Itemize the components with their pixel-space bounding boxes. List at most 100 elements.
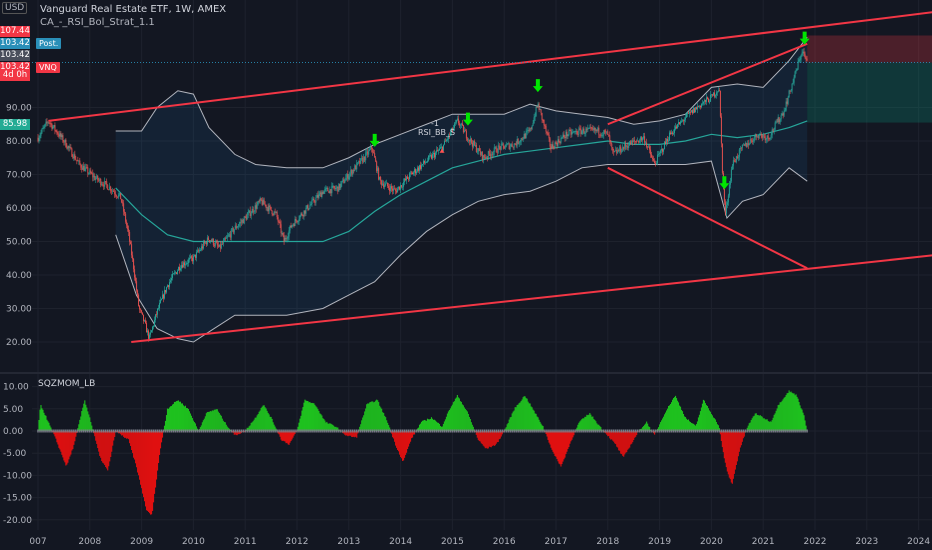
- candle-body: [459, 124, 461, 126]
- squeeze-dot: [278, 429, 280, 433]
- x-axis-tick-label: 2012: [286, 537, 309, 547]
- momentum-bar: [752, 416, 754, 431]
- momentum-bar: [88, 414, 90, 431]
- candle-body: [582, 128, 584, 132]
- momentum-bar: [321, 415, 323, 431]
- candle-body: [738, 149, 740, 157]
- momentum-bar: [753, 415, 755, 431]
- momentum-bar: [252, 421, 254, 431]
- squeeze-dot: [292, 429, 294, 433]
- candle-body: [275, 211, 277, 213]
- candle-body: [498, 145, 500, 147]
- candle-body: [228, 234, 230, 236]
- momentum-bar: [139, 431, 141, 480]
- momentum-bar: [268, 414, 270, 431]
- squeeze-dot: [244, 429, 246, 433]
- candle-body: [196, 250, 198, 253]
- squeeze-dot: [310, 429, 312, 433]
- candle-body: [556, 143, 558, 146]
- candle-body: [115, 193, 117, 196]
- squeeze-dot: [415, 429, 418, 433]
- candle-body: [703, 99, 705, 102]
- momentum-bar: [785, 395, 787, 431]
- momentum-bar: [481, 431, 483, 445]
- candle-body: [690, 111, 691, 113]
- momentum-bar: [400, 431, 402, 458]
- squeeze-dot: [513, 429, 515, 433]
- candle-body: [116, 195, 118, 197]
- squeeze-dot: [519, 429, 521, 433]
- momentum-bar: [331, 424, 333, 431]
- squeeze-dot: [790, 429, 792, 433]
- squeeze-dot: [517, 429, 519, 433]
- candle-body: [696, 107, 697, 110]
- squeeze-dot: [232, 429, 235, 433]
- momentum-bar: [724, 431, 726, 463]
- candle-body: [68, 146, 70, 148]
- momentum-bar: [568, 431, 570, 448]
- squeeze-dot: [529, 429, 531, 433]
- candle-body: [219, 244, 221, 249]
- candle-body: [727, 195, 729, 203]
- candle-body: [621, 151, 623, 153]
- momentum-bar: [471, 424, 473, 431]
- candle-body: [394, 188, 396, 190]
- candle-body: [86, 167, 88, 168]
- squeeze-dot: [200, 429, 203, 433]
- squeeze-dot: [83, 429, 85, 433]
- candle-body: [129, 231, 131, 242]
- candle-body: [662, 148, 664, 152]
- momentum-bar: [596, 423, 598, 431]
- momentum-bar: [569, 431, 571, 444]
- momentum-bar: [344, 431, 346, 435]
- candle-body: [752, 140, 754, 142]
- candle-body: [320, 192, 322, 197]
- momentum-bar: [607, 431, 609, 437]
- candle-body: [706, 97, 708, 99]
- momentum-bar: [677, 402, 680, 431]
- candle-body: [770, 135, 772, 138]
- candle-body: [484, 157, 486, 159]
- squeeze-dot: [276, 429, 278, 433]
- momentum-bar: [250, 422, 252, 431]
- candle-body: [626, 146, 628, 148]
- candle-body: [524, 133, 526, 139]
- momentum-bar: [41, 408, 43, 431]
- candle-body: [469, 138, 471, 142]
- candle-body: [375, 157, 377, 162]
- momentum-bar: [554, 431, 556, 457]
- candle-body: [172, 273, 173, 279]
- squeeze-dot: [377, 429, 380, 433]
- candle-body: [428, 155, 429, 161]
- momentum-bar: [799, 405, 801, 431]
- candle-body: [587, 128, 589, 130]
- candle-body: [517, 138, 519, 144]
- momentum-bar: [106, 431, 108, 469]
- squeeze-dot: [405, 429, 408, 433]
- candle-body: [487, 151, 489, 158]
- candle-body: [297, 221, 299, 223]
- candle-body: [332, 185, 334, 187]
- momentum-bar: [804, 420, 806, 431]
- candle-body: [539, 109, 541, 111]
- squeeze-dot: [280, 429, 282, 433]
- candle-body: [443, 140, 445, 145]
- candle-body: [417, 167, 418, 172]
- momentum-bar: [214, 409, 216, 431]
- momentum-bar: [754, 413, 756, 431]
- currency-label[interactable]: USD: [2, 2, 28, 14]
- candle-body: [589, 127, 591, 129]
- momentum-bar: [104, 431, 106, 466]
- squeeze-dot: [650, 429, 653, 433]
- candle-body: [108, 189, 110, 191]
- candle-body: [648, 146, 650, 148]
- squeeze-dot: [804, 429, 806, 433]
- squeeze-dot: [774, 429, 776, 433]
- momentum-bar: [628, 431, 630, 449]
- squeeze-dot: [760, 429, 763, 433]
- squeeze-dot: [104, 429, 107, 433]
- momentum-bar: [626, 431, 628, 453]
- momentum-bar: [336, 427, 338, 431]
- squeeze-dot: [90, 429, 93, 433]
